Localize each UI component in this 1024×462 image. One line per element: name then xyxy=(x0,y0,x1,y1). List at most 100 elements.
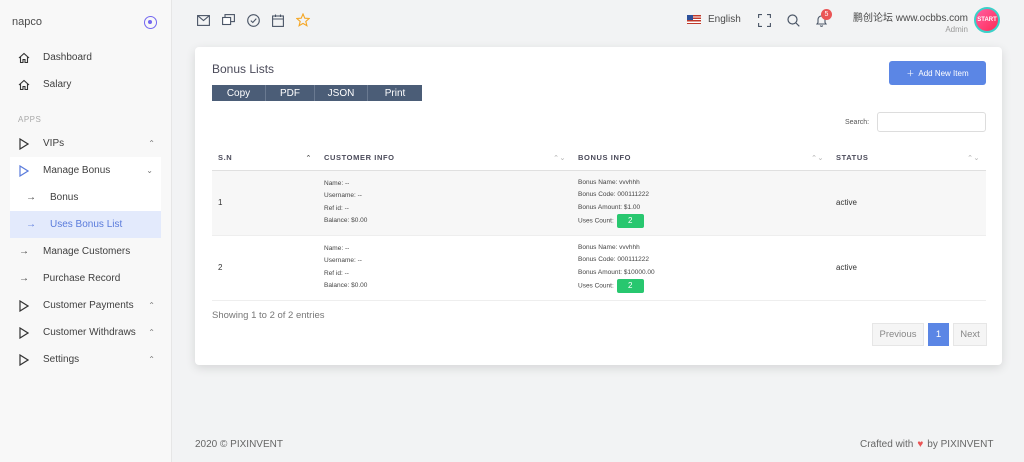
sidebar-item-manage-bonus[interactable]: Manage Bonus ⌄ xyxy=(10,157,161,184)
sidebar-item-customer-payments[interactable]: Customer Payments ⌃ xyxy=(0,292,171,319)
export-button-group: Copy PDF JSON Print xyxy=(212,85,422,101)
uses-count-label: Uses Count: xyxy=(578,217,614,225)
table-row[interactable]: 2 Name: -- Username: -- Ref id: -- Balan… xyxy=(212,235,986,301)
avatar[interactable]: START xyxy=(974,7,1000,33)
heart-icon: ♥ xyxy=(917,439,924,450)
add-new-item-label: Add New Item xyxy=(918,68,969,78)
bonus-amount: Bonus Amount: $10000.00 xyxy=(578,268,655,276)
check-circle-icon[interactable] xyxy=(246,13,260,27)
column-header-label: STATUS xyxy=(836,153,869,163)
sidebar-item-label: Manage Bonus xyxy=(43,165,111,176)
sidebar-toggle-icon[interactable] xyxy=(144,15,157,29)
sidebar-item-purchase-record[interactable]: → Purchase Record xyxy=(0,265,171,292)
sidebar-item-label: Settings xyxy=(43,354,80,365)
sidebar-item-uses-bonus-list[interactable]: → Uses Bonus List xyxy=(10,211,161,238)
chat-icon[interactable] xyxy=(221,13,235,27)
calendar-icon[interactable] xyxy=(271,13,285,27)
customer-username: Username: -- xyxy=(324,192,362,200)
play-icon xyxy=(18,299,30,312)
brand-header: napco xyxy=(0,0,171,44)
sort-icon: ⌃⌄ xyxy=(967,155,980,162)
play-icon xyxy=(18,353,30,366)
print-button[interactable]: Print xyxy=(368,85,422,101)
column-header-label: CUSTOMER INFO xyxy=(324,153,395,163)
add-new-item-button[interactable]: ＋ Add New Item xyxy=(889,61,986,85)
cell-status: active xyxy=(830,235,986,301)
sidebar-item-label: Customer Payments xyxy=(43,300,134,311)
cell-customer-info: Name: -- Username: -- Ref id: -- Balance… xyxy=(318,235,572,301)
bonus-lists-card: Bonus Lists Copy PDF JSON Print ＋ Add Ne… xyxy=(195,47,1002,365)
play-icon xyxy=(18,164,30,177)
sidebar-item-manage-customers[interactable]: → Manage Customers xyxy=(0,238,171,265)
sidebar-item-label: Salary xyxy=(43,79,72,90)
sidebar-item-dashboard[interactable]: Dashboard xyxy=(0,44,171,71)
sidebar-item-label: Uses Bonus List xyxy=(50,219,123,230)
user-name: 鹏创论坛 www.ocbbs.com xyxy=(852,13,968,24)
table-row[interactable]: 1 Name: -- Username: -- Ref id: -- Balan… xyxy=(212,170,986,236)
plus-icon: ＋ xyxy=(906,68,915,78)
column-header-label: BONUS INFO xyxy=(578,153,632,163)
sidebar-item-vips[interactable]: VIPs ⌃ xyxy=(0,130,171,157)
play-icon xyxy=(18,137,30,150)
cell-sn: 2 xyxy=(212,235,318,301)
customer-ref-id: Ref id: -- xyxy=(324,204,349,212)
brand-name[interactable]: napco xyxy=(12,16,42,28)
arrow-right-icon: → xyxy=(26,219,36,230)
home-icon xyxy=(18,52,30,64)
sidebar-submenu: → Bonus → Uses Bonus List xyxy=(10,184,161,238)
chevron-up-icon: ⌃ xyxy=(148,328,155,337)
sort-icon: ⌃⌄ xyxy=(553,155,566,162)
copy-button[interactable]: Copy xyxy=(212,85,266,101)
search-icon[interactable] xyxy=(787,14,800,27)
customer-username: Username: -- xyxy=(324,257,362,265)
footer-credits-suffix: by PIXINVENT xyxy=(927,439,994,450)
language-label: English xyxy=(708,14,741,25)
user-info[interactable]: 鹏创论坛 www.ocbbs.com Admin xyxy=(844,9,968,34)
column-header-status[interactable]: STATUS ⌃⌄ xyxy=(830,146,986,171)
arrow-right-icon: → xyxy=(19,246,29,257)
chevron-up-icon: ⌃ xyxy=(148,139,155,148)
star-icon[interactable] xyxy=(296,13,310,27)
language-selector[interactable]: English xyxy=(687,14,741,25)
cell-status: active xyxy=(830,170,986,236)
card-title: Bonus Lists xyxy=(212,62,275,76)
home-icon xyxy=(18,79,30,91)
pagination-previous[interactable]: Previous xyxy=(872,323,924,346)
notification-count-badge: 5 xyxy=(821,9,832,20)
pagination-next[interactable]: Next xyxy=(953,323,987,346)
sidebar-section-label: APPS xyxy=(18,115,42,124)
footer-credits: Crafted with ♥ by PIXINVENT xyxy=(860,439,993,450)
footer-credits-prefix: Crafted with xyxy=(860,439,914,450)
fullscreen-icon[interactable] xyxy=(758,14,771,27)
sidebar-item-customer-withdraws[interactable]: Customer Withdraws ⌃ xyxy=(0,319,171,346)
bonus-name: Bonus Name: vvvhhh xyxy=(578,244,640,252)
us-flag-icon xyxy=(687,15,701,24)
sidebar-item-settings[interactable]: Settings ⌃ xyxy=(0,346,171,373)
uses-count-badge: 2 xyxy=(616,213,644,228)
column-header-sn[interactable]: S.N ⌃ xyxy=(212,146,318,171)
sidebar-item-salary[interactable]: Salary xyxy=(0,71,171,98)
customer-ref-id: Ref id: -- xyxy=(324,269,349,277)
search-label: Search: xyxy=(845,119,870,126)
pagination-page-current[interactable]: 1 xyxy=(928,323,949,346)
search-input[interactable] xyxy=(877,112,986,132)
topbar: English 5 鹏创论坛 www.ocbbs.com Admin START xyxy=(172,0,1024,42)
uses-count-badge: 2 xyxy=(616,278,644,293)
column-header-bonus-info[interactable]: BONUS INFO ⌃⌄ xyxy=(572,146,830,171)
pdf-button[interactable]: PDF xyxy=(266,85,315,101)
bonus-code: Bonus Code: 000111222 xyxy=(578,256,649,264)
sidebar-item-label: Bonus xyxy=(50,192,79,203)
sidebar-item-label: Customer Withdraws xyxy=(43,327,136,338)
column-header-label: S.N xyxy=(218,153,233,163)
column-header-customer-info[interactable]: CUSTOMER INFO ⌃⌄ xyxy=(318,146,572,171)
chevron-up-icon: ⌃ xyxy=(148,355,155,364)
user-role: Admin xyxy=(945,25,968,34)
chevron-down-icon: ⌄ xyxy=(146,166,153,175)
sidebar-item-label: VIPs xyxy=(43,138,65,149)
sidebar-item-bonus[interactable]: → Bonus xyxy=(10,184,161,211)
json-button[interactable]: JSON xyxy=(315,85,368,101)
cell-sn: 1 xyxy=(212,170,318,236)
mail-icon[interactable] xyxy=(196,13,210,27)
cell-customer-info: Name: -- Username: -- Ref id: -- Balance… xyxy=(318,170,572,236)
cell-bonus-info: Bonus Name: vvvhhh Bonus Code: 000111222… xyxy=(572,170,830,236)
